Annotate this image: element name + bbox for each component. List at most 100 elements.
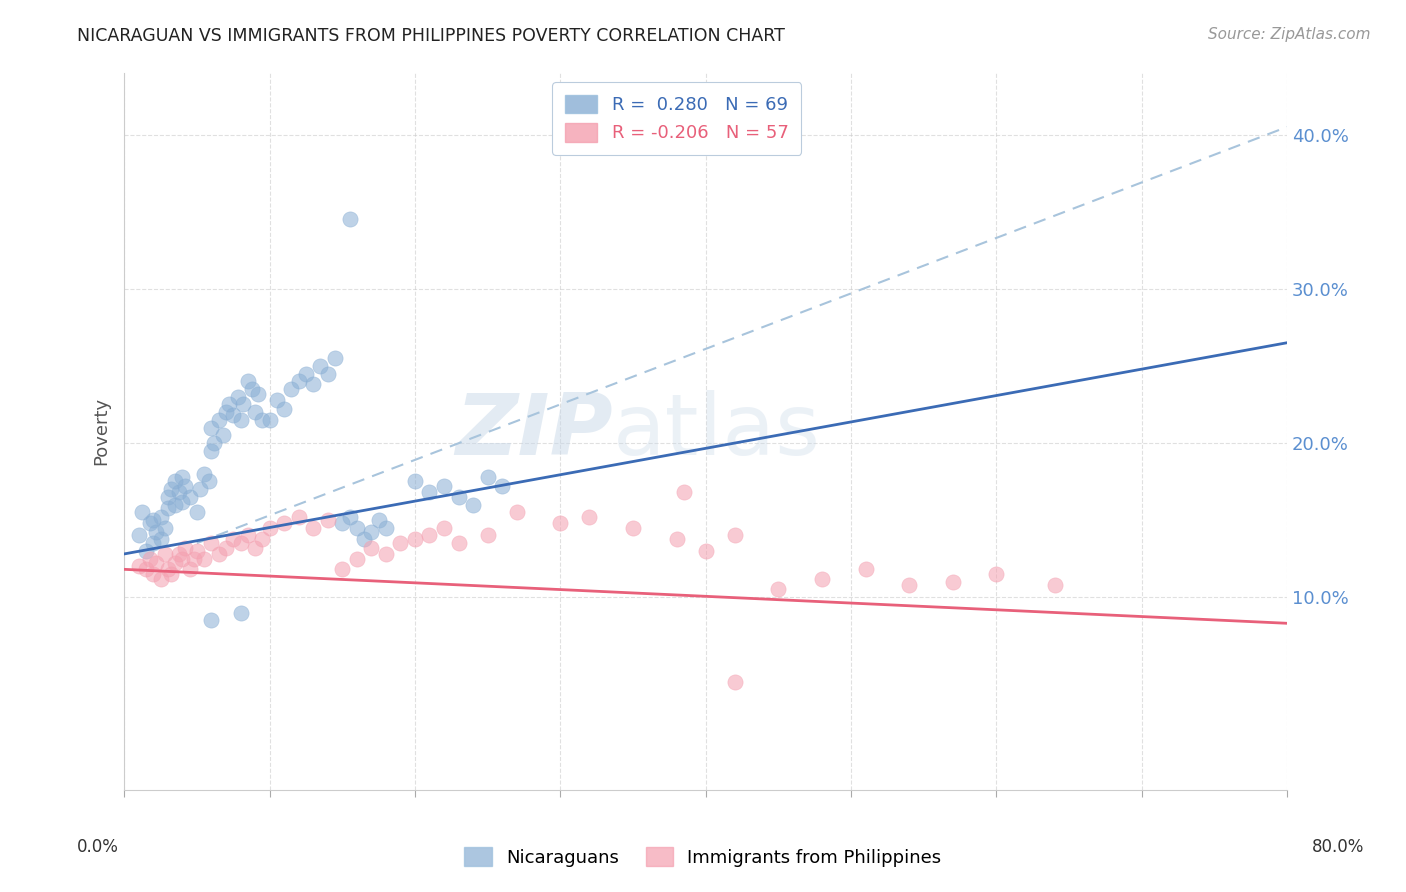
- Point: [550, 516, 572, 530]
- Point: [149, 510, 172, 524]
- Point: [159, 566, 181, 581]
- Point: [266, 392, 288, 407]
- Point: [672, 485, 695, 500]
- Point: [142, 513, 165, 527]
- Point: [165, 475, 187, 489]
- Point: [243, 405, 266, 419]
- Point: [222, 408, 245, 422]
- Y-axis label: Poverty: Poverty: [93, 397, 110, 466]
- Point: [302, 377, 325, 392]
- Point: [139, 516, 162, 530]
- Point: [128, 528, 150, 542]
- Point: [208, 413, 231, 427]
- Point: [252, 413, 274, 427]
- Point: [323, 351, 346, 366]
- Point: [461, 498, 484, 512]
- Point: [404, 532, 426, 546]
- Point: [169, 547, 191, 561]
- Point: [128, 559, 150, 574]
- Point: [287, 510, 309, 524]
- Point: [172, 470, 194, 484]
- Point: [135, 562, 157, 576]
- Point: [273, 402, 295, 417]
- Point: [724, 674, 747, 689]
- Point: [208, 547, 231, 561]
- Point: [418, 528, 440, 542]
- Point: [477, 470, 499, 484]
- Point: [222, 532, 245, 546]
- Point: [229, 536, 252, 550]
- Point: [1043, 578, 1066, 592]
- Point: [229, 606, 252, 620]
- Point: [374, 547, 396, 561]
- Point: [259, 413, 281, 427]
- Legend: R =  0.280   N = 69, R = -0.206   N = 57: R = 0.280 N = 69, R = -0.206 N = 57: [553, 82, 801, 155]
- Point: [433, 521, 456, 535]
- Text: NICARAGUAN VS IMMIGRANTS FROM PHILIPPINES POVERTY CORRELATION CHART: NICARAGUAN VS IMMIGRANTS FROM PHILIPPINE…: [77, 27, 785, 45]
- Point: [153, 547, 176, 561]
- Point: [142, 566, 165, 581]
- Point: [811, 572, 834, 586]
- Point: [186, 505, 208, 519]
- Text: Source: ZipAtlas.com: Source: ZipAtlas.com: [1208, 27, 1371, 42]
- Point: [695, 544, 717, 558]
- Point: [236, 528, 259, 542]
- Point: [179, 562, 201, 576]
- Point: [477, 528, 499, 542]
- Point: [153, 521, 176, 535]
- Point: [404, 475, 426, 489]
- Point: [855, 562, 877, 576]
- Point: [273, 516, 295, 530]
- Point: [309, 359, 332, 373]
- Legend: Nicaraguans, Immigrants from Philippines: Nicaraguans, Immigrants from Philippines: [457, 840, 949, 874]
- Text: 0.0%: 0.0%: [77, 838, 120, 856]
- Point: [229, 413, 252, 427]
- Point: [898, 578, 921, 592]
- Point: [389, 536, 412, 550]
- Point: [131, 505, 153, 519]
- Point: [236, 374, 259, 388]
- Point: [188, 482, 211, 496]
- Point: [418, 485, 440, 500]
- Point: [226, 390, 249, 404]
- Point: [200, 613, 222, 627]
- Point: [302, 521, 325, 535]
- Point: [724, 528, 747, 542]
- Point: [218, 397, 240, 411]
- Point: [374, 521, 396, 535]
- Point: [665, 532, 688, 546]
- Point: [353, 532, 375, 546]
- Point: [986, 566, 1008, 581]
- Point: [505, 505, 527, 519]
- Point: [621, 521, 644, 535]
- Point: [149, 572, 172, 586]
- Point: [447, 536, 470, 550]
- Point: [174, 541, 197, 555]
- Point: [360, 541, 382, 555]
- Point: [145, 556, 167, 570]
- Point: [346, 551, 368, 566]
- Text: 80.0%: 80.0%: [1312, 838, 1364, 856]
- Point: [193, 467, 215, 481]
- Point: [578, 510, 600, 524]
- Point: [156, 500, 179, 515]
- Point: [491, 479, 513, 493]
- Point: [169, 485, 191, 500]
- Point: [447, 490, 470, 504]
- Point: [183, 551, 205, 566]
- Point: [346, 521, 368, 535]
- Point: [212, 428, 235, 442]
- Point: [243, 541, 266, 555]
- Point: [139, 551, 162, 566]
- Point: [232, 397, 254, 411]
- Point: [215, 541, 238, 555]
- Point: [330, 562, 353, 576]
- Point: [942, 574, 965, 589]
- Point: [172, 494, 194, 508]
- Point: [145, 525, 167, 540]
- Point: [202, 436, 225, 450]
- Point: [193, 551, 215, 566]
- Point: [156, 562, 179, 576]
- Point: [200, 536, 222, 550]
- Point: [252, 532, 274, 546]
